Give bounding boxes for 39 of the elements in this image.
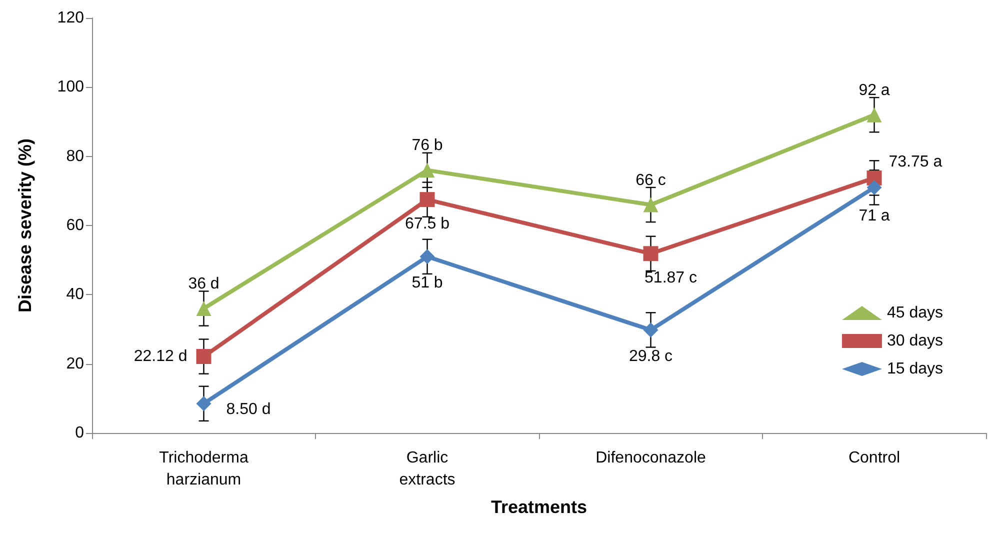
y-tick-label: 0: [75, 424, 84, 442]
y-tick-label: 40: [66, 286, 84, 304]
point: [643, 246, 658, 262]
data-label: 22.12 d: [134, 348, 188, 365]
data-label: 8.50 d: [226, 401, 271, 418]
y-tick-label: 20: [66, 355, 84, 372]
point: [196, 301, 212, 316]
data-label: 71 a: [858, 207, 890, 224]
point: [866, 180, 882, 195]
y-axis-title: Disease severity (%): [15, 138, 35, 313]
data-label: 73.75 a: [888, 153, 942, 170]
data-label: 29.8 c: [628, 348, 673, 365]
x-tick-label: Difenoconazole: [596, 450, 706, 466]
data-label: 67.5 b: [405, 216, 450, 233]
x-tick-label: Garlic extracts: [399, 450, 456, 488]
point: [420, 192, 435, 208]
y-tick-label: 80: [66, 148, 84, 165]
x-tick-label: Trichoderma harzianum: [159, 450, 248, 488]
data-label: 92 a: [858, 82, 890, 99]
legend-label: 15 days: [886, 360, 944, 378]
point: [866, 107, 882, 122]
y-tick-label: 100: [57, 78, 84, 96]
y-tick-label: 120: [57, 10, 84, 26]
point: [420, 162, 435, 178]
x-axis-title: Treatments: [490, 497, 588, 517]
data-label: 51.87 c: [644, 270, 697, 287]
x-tick-label: Control: [848, 450, 900, 466]
data-label: 66 c: [636, 172, 666, 189]
legend-label: 30 days: [886, 332, 944, 350]
point: [196, 349, 212, 364]
legend-label: 45 days: [886, 304, 944, 322]
point: [420, 249, 435, 264]
data-label: 76 b: [412, 137, 443, 154]
point: [643, 197, 658, 212]
data-label: 51 b: [412, 274, 443, 292]
data-label: 36 d: [188, 276, 220, 292]
point: [196, 396, 212, 412]
y-tick-label: 60: [66, 217, 84, 234]
point: [643, 322, 658, 338]
